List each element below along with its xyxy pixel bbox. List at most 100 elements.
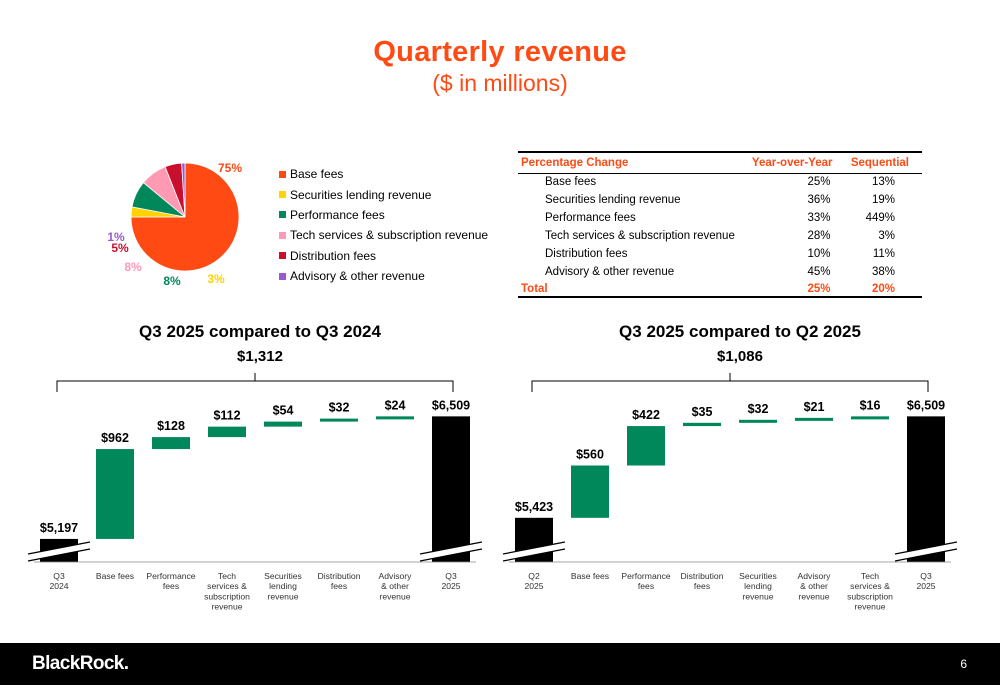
pie-slice bbox=[181, 162, 186, 218]
category-label: Securities lending revenue bbox=[264, 571, 302, 601]
footer-bar: BlackRock. 6 bbox=[0, 643, 1000, 685]
delta-bar bbox=[795, 417, 833, 421]
bar-value-label: $422 bbox=[632, 408, 660, 422]
legend-item: Performance fees bbox=[279, 205, 488, 225]
table-cell: 45% bbox=[807, 266, 831, 278]
table-header: Percentage Change bbox=[518, 151, 745, 174]
table-cell: 25% bbox=[807, 176, 831, 189]
delta-bar bbox=[152, 437, 190, 450]
blackrock-logo: BlackRock. bbox=[32, 653, 129, 674]
bar-value-label: $5,423 bbox=[515, 500, 553, 514]
legend-swatch bbox=[279, 231, 286, 239]
delta-bar bbox=[264, 421, 302, 427]
delta-bar bbox=[739, 419, 777, 423]
table-total-row: Total 25% 20% bbox=[518, 281, 922, 298]
bar-value-label: $5,197 bbox=[40, 521, 78, 535]
bar-value-label: $21 bbox=[804, 400, 825, 414]
table-cell: Distribution fees bbox=[545, 248, 628, 260]
category-label: Base fees bbox=[96, 571, 134, 581]
legend-item: Securities lending revenue bbox=[279, 184, 488, 204]
pie-slice-label: 8% bbox=[163, 274, 181, 288]
table-row: Advisory & other revenue 45% 38% bbox=[518, 263, 922, 281]
table-cell: 11% bbox=[872, 248, 895, 260]
delta-bar bbox=[208, 426, 246, 438]
legend-label: Tech services & subscription revenue bbox=[290, 228, 489, 243]
table-cell: 36% bbox=[807, 194, 831, 206]
page-number: 6 bbox=[960, 657, 967, 671]
table-cell: Base fees bbox=[545, 176, 597, 189]
bar-value-label: $112 bbox=[213, 409, 240, 423]
category-label: Tech services & subscription revenue bbox=[204, 571, 250, 612]
pie-slice-label: 1% bbox=[107, 230, 125, 244]
legend-item: Tech services & subscription revenue bbox=[279, 225, 488, 245]
table-cell: 10% bbox=[807, 248, 831, 260]
waterfall-qoq-total-change: $1,086 bbox=[717, 348, 763, 365]
table-header-row: Percentage Change Year-over-Year Sequent… bbox=[518, 151, 922, 174]
table-cell: Tech services & subscription revenue bbox=[545, 230, 735, 242]
table-cell: Total bbox=[518, 281, 745, 298]
category-label: Distribution fees bbox=[681, 571, 724, 591]
pie-slice-label: 3% bbox=[207, 272, 225, 286]
pie-slice-label: 5% bbox=[111, 241, 129, 255]
delta-bar bbox=[683, 422, 721, 427]
table-row: Distribution fees 10% 11% bbox=[518, 245, 922, 263]
legend-item: Base fees bbox=[279, 164, 488, 184]
table-header: Year-over-Year bbox=[744, 151, 845, 174]
table-cell: 3% bbox=[878, 230, 895, 242]
axis-break-mark bbox=[27, 541, 91, 562]
total-change-bracket bbox=[56, 380, 454, 392]
page-title: Quarterly revenue bbox=[373, 36, 627, 68]
table-row: Tech services & subscription revenue 28% 3… bbox=[518, 227, 922, 245]
table-cell: 13% bbox=[871, 176, 895, 189]
bar-value-label: $35 bbox=[692, 405, 713, 419]
category-label: Q2 2025 bbox=[524, 571, 543, 591]
delta-bar bbox=[320, 418, 358, 422]
table-cell: 38% bbox=[871, 266, 895, 278]
category-label: Distribution fees bbox=[318, 571, 361, 591]
table-cell: 449% bbox=[865, 212, 895, 224]
percentage-change-table: Percentage Change Year-over-Year Sequent… bbox=[518, 151, 922, 298]
bar-value-label: $128 bbox=[157, 419, 185, 433]
delta-bar bbox=[851, 416, 889, 420]
pie-legend: Base fees Securities lending revenue Perfo… bbox=[279, 164, 488, 286]
bar-value-label: $962 bbox=[101, 431, 129, 445]
waterfall-yoy-chart: $5,197 Q3 2024 $962 Base fees $128 Performance… bbox=[27, 373, 483, 612]
table-row: Base fees 25% 13% bbox=[518, 173, 922, 191]
table-header: Sequential bbox=[844, 151, 922, 174]
legend-label: Advisory & other revenue bbox=[290, 269, 425, 284]
total-bar bbox=[432, 416, 470, 562]
category-label: Q3 2024 bbox=[49, 571, 68, 591]
legend-item: Advisory & other revenue bbox=[279, 266, 488, 286]
waterfall-qoq-title: Q3 2025 compared to Q2 2025 bbox=[619, 322, 861, 341]
legend-label: Base fees bbox=[290, 167, 344, 182]
legend-label: Performance fees bbox=[290, 207, 385, 222]
table-cell: 33% bbox=[807, 212, 831, 224]
pie-slice-label: 8% bbox=[124, 260, 142, 274]
category-label: Performance fees bbox=[621, 571, 670, 591]
table-row: Securities lending revenue 36% 19% bbox=[518, 191, 922, 209]
legend-swatch bbox=[279, 272, 286, 280]
legend-label: Distribution fees bbox=[290, 248, 377, 263]
delta-bar bbox=[376, 416, 414, 420]
legend-item: Distribution fees bbox=[279, 246, 488, 266]
table-cell: 19% bbox=[871, 194, 895, 206]
axis-break-mark bbox=[419, 541, 483, 562]
bar-value-label: $6,509 bbox=[907, 398, 945, 412]
page-subtitle: ($ in millions) bbox=[432, 70, 568, 96]
waterfall-yoy-total-change: $1,312 bbox=[237, 348, 283, 365]
delta-bar bbox=[627, 426, 665, 466]
table-cell: Performance fees bbox=[545, 212, 636, 224]
pie-slice-label: 75% bbox=[218, 161, 242, 175]
table-cell: 20% bbox=[844, 281, 922, 298]
delta-bar bbox=[571, 465, 609, 518]
category-label: Q3 2025 bbox=[916, 571, 935, 591]
category-label: Performance fees bbox=[146, 571, 195, 591]
bar-value-label: $32 bbox=[748, 402, 769, 416]
bar-value-label: $6,509 bbox=[432, 398, 470, 412]
legend-swatch bbox=[279, 252, 286, 260]
bar-value-label: $560 bbox=[576, 448, 604, 462]
bar-value-label: $16 bbox=[860, 398, 881, 412]
bar-value-label: $24 bbox=[385, 398, 406, 412]
category-label: Advisory & other revenue bbox=[379, 571, 413, 601]
delta-bar bbox=[96, 449, 134, 539]
